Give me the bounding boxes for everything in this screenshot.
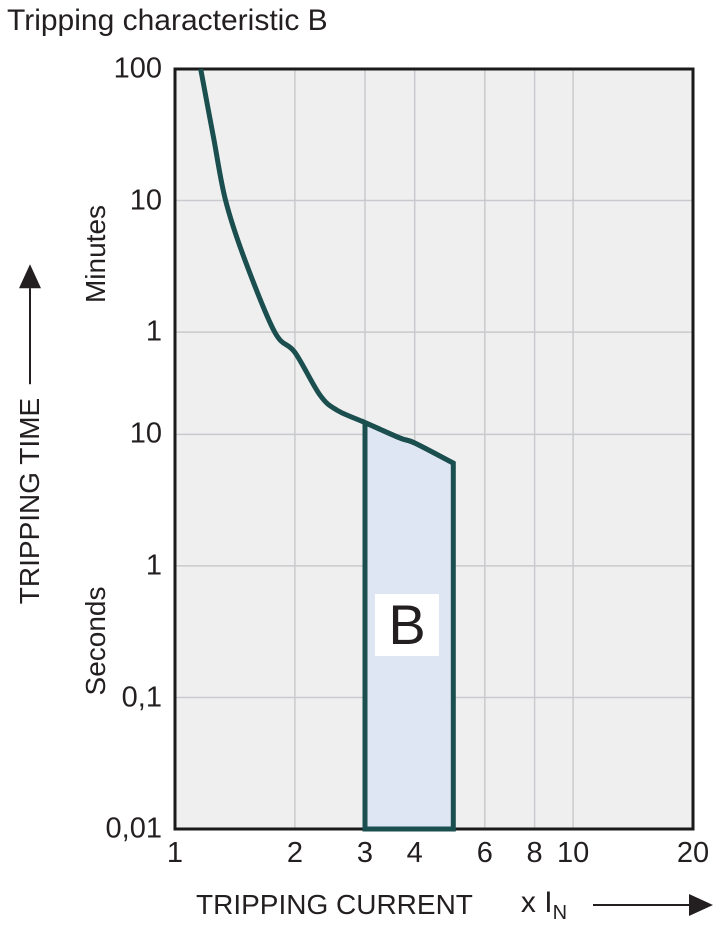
x-tick-label: 3 <box>356 837 374 869</box>
x-tick-label: 6 <box>476 837 493 869</box>
x-tick-label: 20 <box>676 837 710 869</box>
y-tick-label: 0,01 <box>105 812 162 845</box>
region-b-label-box: B <box>375 594 439 656</box>
y-tick-label: 1 <box>145 315 162 348</box>
y-tick-label: 10 <box>129 417 162 450</box>
y-axis-arrow-up-icon <box>19 263 41 288</box>
x-tick-label: 8 <box>526 837 543 869</box>
x-axis-title: TRIPPING CURRENT x IN <box>196 885 714 924</box>
region-b-label: B <box>388 593 426 656</box>
trip-curve <box>198 68 455 466</box>
x-axis-unit-subscript: N <box>552 901 568 924</box>
y-tick-label: 0,1 <box>121 681 162 713</box>
x-axis-title-label: TRIPPING CURRENT <box>196 889 473 920</box>
x-tick-label: 4 <box>406 837 423 869</box>
x-tick-label: 10 <box>556 837 590 869</box>
y-tick-label: 1 <box>145 549 162 582</box>
y-axis-arrow-line <box>29 287 31 384</box>
y-axis-title: TRIPPING TIME <box>14 263 45 605</box>
x-axis-unit: x IN <box>520 885 568 924</box>
chart-title: Tripping characteristic B <box>7 4 328 37</box>
x-tick-label: 1 <box>166 837 184 869</box>
y-tick-label: 100 <box>113 52 162 85</box>
y-unit-minutes-label: Minutes <box>80 204 111 304</box>
y-unit-seconds-label: Seconds <box>80 586 111 696</box>
y-tick-label: 10 <box>129 184 162 216</box>
x-axis-arrow-line <box>593 904 690 906</box>
x-tick-label: 2 <box>286 837 303 869</box>
x-axis-arrow-right-icon <box>689 894 714 916</box>
y-axis-title-label: TRIPPING TIME <box>14 397 45 605</box>
x-axis-unit-prefix: x I <box>520 885 553 919</box>
